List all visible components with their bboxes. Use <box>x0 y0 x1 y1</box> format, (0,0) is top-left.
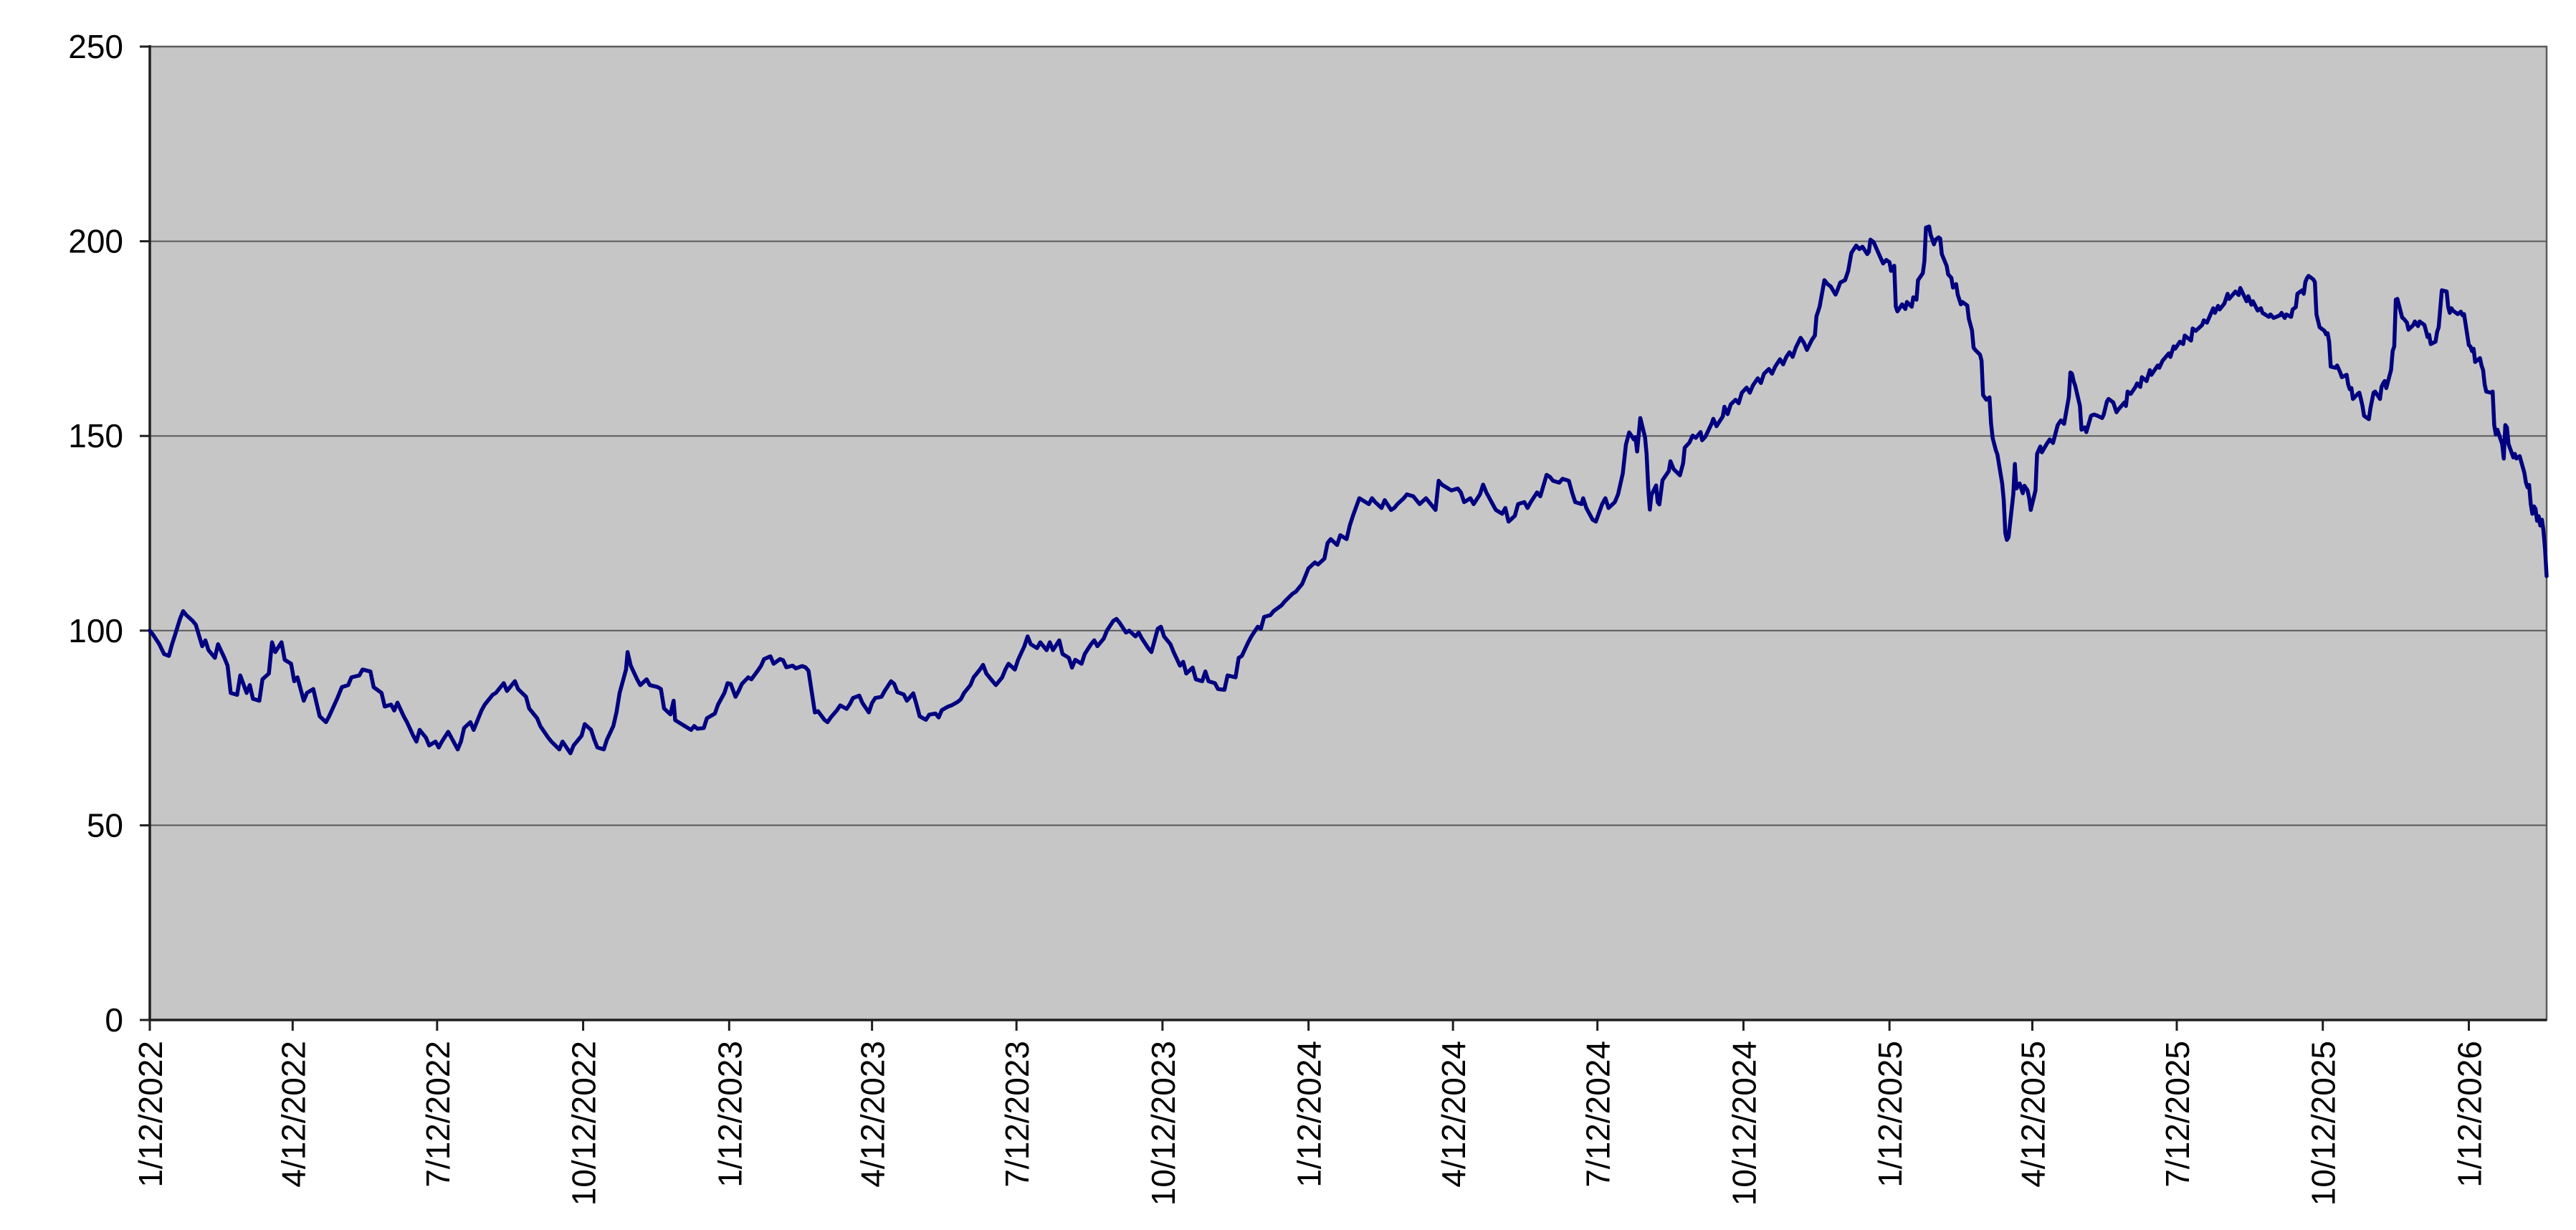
x-tick-label-4: 1/12/2023 <box>711 1041 748 1188</box>
x-tick-label-14: 7/12/2025 <box>2159 1041 2196 1188</box>
x-tick-label-9: 4/12/2024 <box>1435 1041 1472 1188</box>
x-tick-label-3: 10/12/2022 <box>566 1041 603 1206</box>
x-tick-label-0: 1/12/2022 <box>132 1041 169 1188</box>
y-tick-label-50: 50 <box>87 806 123 844</box>
y-tick-label-250: 250 <box>68 28 123 65</box>
y-tick-label-0: 0 <box>105 1001 123 1039</box>
x-tick-label-12: 1/12/2025 <box>1871 1041 1909 1188</box>
x-tick-label-7: 10/12/2023 <box>1145 1041 1182 1206</box>
x-tick-label-16: 1/12/2026 <box>2451 1041 2488 1188</box>
x-tick-label-11: 10/12/2024 <box>1725 1041 1762 1206</box>
y-tick-label-150: 150 <box>68 417 123 454</box>
x-tick-label-1: 4/12/2022 <box>275 1041 312 1188</box>
y-tick-label-200: 200 <box>68 223 123 260</box>
x-tick-label-5: 4/12/2023 <box>854 1041 892 1188</box>
x-tick-label-8: 1/12/2024 <box>1291 1041 1328 1188</box>
x-tick-label-10: 7/12/2024 <box>1580 1041 1617 1188</box>
x-tick-label-15: 10/12/2025 <box>2305 1041 2342 1206</box>
x-tick-label-6: 7/12/2023 <box>998 1041 1036 1188</box>
x-tick-label-13: 4/12/2025 <box>2014 1041 2051 1188</box>
series-line-indexed-price <box>148 224 2549 755</box>
y-tick-label-100: 100 <box>68 612 123 649</box>
x-tick-label-2: 7/12/2022 <box>419 1041 457 1188</box>
